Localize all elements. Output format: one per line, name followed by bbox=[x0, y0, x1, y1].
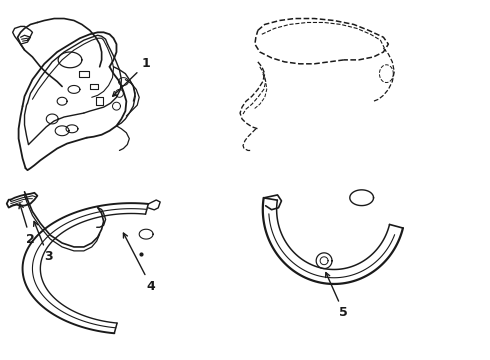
Text: 1: 1 bbox=[113, 57, 150, 96]
Text: 4: 4 bbox=[123, 233, 155, 293]
Text: 5: 5 bbox=[326, 273, 348, 319]
Text: 2: 2 bbox=[19, 204, 35, 246]
Text: 3: 3 bbox=[34, 221, 52, 263]
